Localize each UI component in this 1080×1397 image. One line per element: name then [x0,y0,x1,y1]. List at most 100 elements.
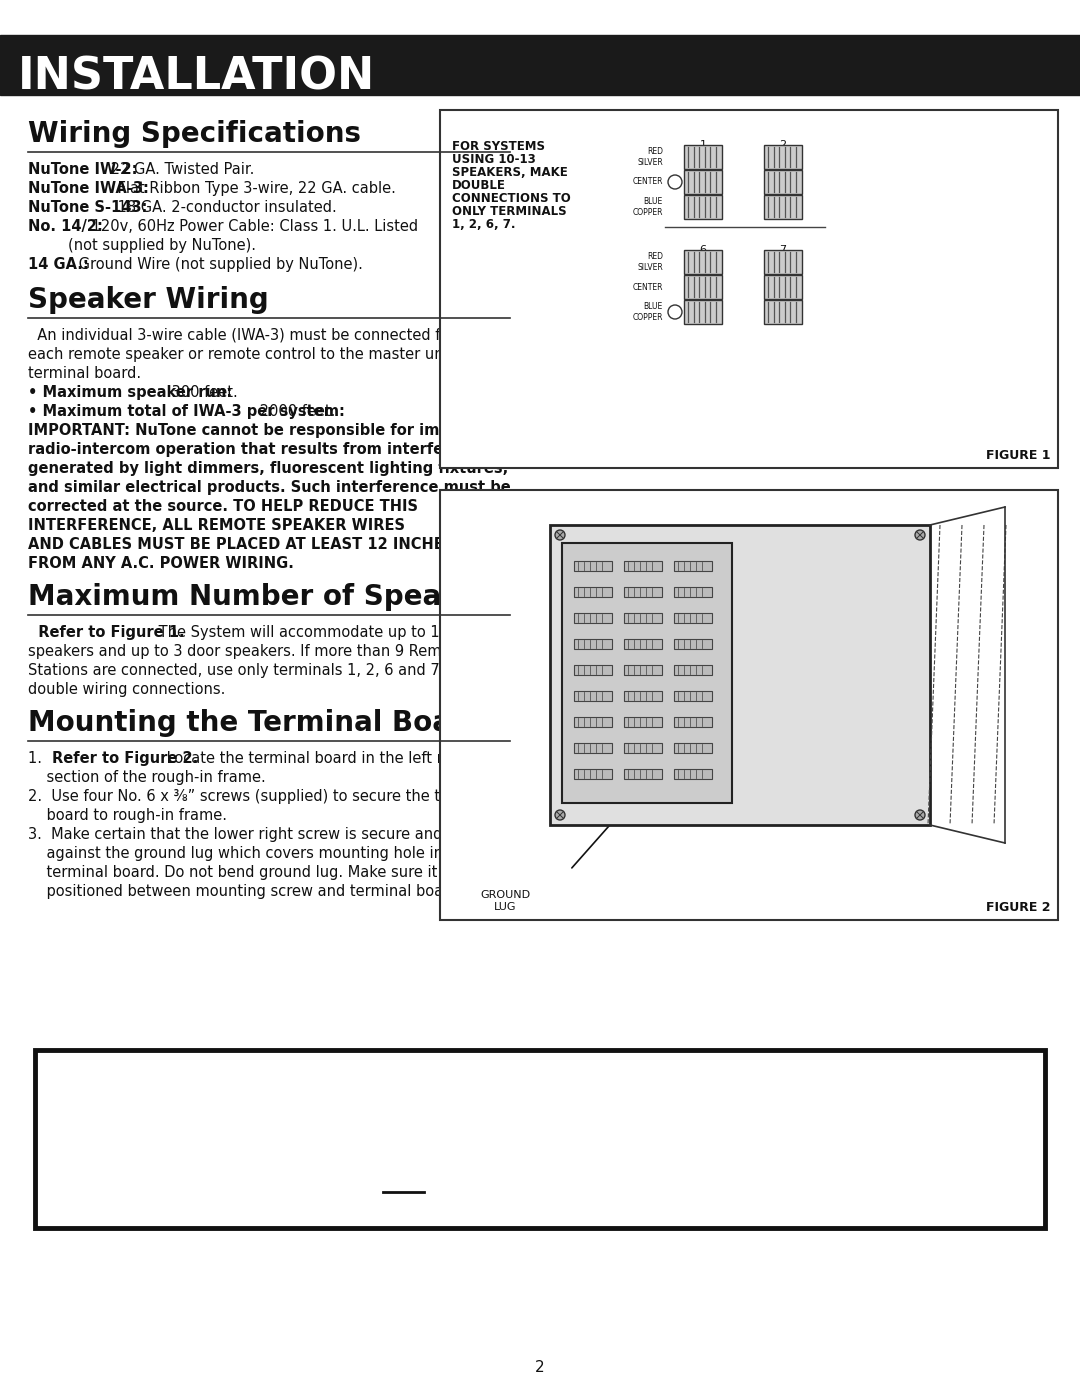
Text: radio-intercom operation that results from interference: radio-intercom operation that results fr… [28,441,489,457]
Text: and similar electrical products. Such interference must be: and similar electrical products. Such in… [28,481,511,495]
Text: An individual 3-wire cable (IWA-3) must be connected from: An individual 3-wire cable (IWA-3) must … [28,328,469,344]
Bar [573,768,612,780]
Text: speakers and up to 3 door speakers. If more than 9 Remote: speakers and up to 3 door speakers. If m… [28,644,465,659]
Text: 1.: 1. [28,752,51,766]
Text: 14 GA.:: 14 GA.: [28,257,89,272]
Text: DO NOT APPLY POWER TO THE SYSTEM: DO NOT APPLY POWER TO THE SYSTEM [205,1130,875,1160]
Text: ALL: ALL [383,1171,446,1199]
Bar [624,692,662,701]
Circle shape [915,529,924,541]
Text: AND CABLES MUST BE PLACED AT LEAST 12 INCHES: AND CABLES MUST BE PLACED AT LEAST 12 IN… [28,536,455,552]
Text: terminal board.: terminal board. [28,366,141,381]
Bar [550,525,930,826]
Bar [764,196,802,219]
Bar [674,587,712,597]
Circle shape [669,175,681,189]
Text: GROUND
LUG: GROUND LUG [480,890,530,912]
Text: FIGURE 2: FIGURE 2 [986,901,1050,914]
Text: against the ground lug which covers mounting hole in: against the ground lug which covers moun… [28,847,443,861]
Text: 2.  Use four No. 6 x ⅜” screws (supplied) to secure the terminal: 2. Use four No. 6 x ⅜” screws (supplied)… [28,789,496,805]
Bar [624,665,662,675]
Text: NuTone IWA-3:: NuTone IWA-3: [28,182,149,196]
Circle shape [555,810,565,820]
Bar [573,665,612,675]
Bar [573,717,612,726]
Text: CONNECTIONS TO: CONNECTIONS TO [453,191,570,205]
Bar [684,275,723,299]
Text: 1, 2, 6, 7.: 1, 2, 6, 7. [453,218,515,231]
Text: FOR SYSTEMS: FOR SYSTEMS [453,140,545,154]
Text: FIGURE 1: FIGURE 1 [986,448,1050,462]
Text: CENTER: CENTER [633,282,663,292]
Text: DOUBLE: DOUBLE [453,179,505,191]
Bar [674,638,712,650]
Bar [764,250,802,274]
Text: 300 feet.: 300 feet. [166,386,238,400]
Text: NuTone S-143:: NuTone S-143: [28,200,147,215]
Text: terminal board. Do not bend ground lug. Make sure it is: terminal board. Do not bend ground lug. … [28,865,454,880]
Text: 7: 7 [780,244,786,256]
Bar [684,300,723,324]
Bar [624,717,662,726]
Text: No. 14/2:: No. 14/2: [28,219,103,235]
Text: The System will accommodate up to 13: The System will accommodate up to 13 [154,624,449,640]
Bar [764,145,802,169]
Text: 22 GA. Twisted Pair.: 22 GA. Twisted Pair. [106,162,255,177]
Text: Refer to Figure 2.: Refer to Figure 2. [52,752,199,766]
Text: USING 10-13: USING 10-13 [453,154,536,166]
Circle shape [915,810,924,820]
Text: each remote speaker or remote control to the master unit’s: each remote speaker or remote control to… [28,346,465,362]
Text: (not supplied by NuTone).: (not supplied by NuTone). [68,237,256,253]
Text: 2000 feet.: 2000 feet. [255,404,335,419]
Bar [573,587,612,597]
Bar [0,35,1080,95]
Text: 18 GA. 2-conductor insulated.: 18 GA. 2-conductor insulated. [112,200,336,215]
Bar [684,170,723,194]
Bar [573,692,612,701]
Bar [573,743,612,753]
Bar [573,613,612,623]
Text: Refer to Figure 1.: Refer to Figure 1. [28,624,185,640]
Text: INTERFERENCE, ALL REMOTE SPEAKER WIRES: INTERFERENCE, ALL REMOTE SPEAKER WIRES [28,518,405,534]
Text: Stations are connected, use only terminals 1, 2, 6 and 7 for: Stations are connected, use only termina… [28,664,464,678]
Bar [440,490,1058,921]
Text: Mounting the Terminal Board: Mounting the Terminal Board [28,710,485,738]
Bar [674,665,712,675]
Text: FROM ANY A.C. POWER WIRING.: FROM ANY A.C. POWER WIRING. [28,556,294,571]
Text: IMPORTANT:: IMPORTANT: [405,1085,675,1123]
Bar [624,768,662,780]
Bar [674,613,712,623]
Text: Flat Ribbon Type 3-wire, 22 GA. cable.: Flat Ribbon Type 3-wire, 22 GA. cable. [112,182,395,196]
Bar [684,196,723,219]
Bar [573,562,612,571]
Text: generated by light dimmers, fluorescent lighting fixtures,: generated by light dimmers, fluorescent … [28,461,509,476]
Text: 2: 2 [780,140,786,149]
Text: UNTIL: UNTIL [301,1171,414,1199]
Text: RED
SILVER: RED SILVER [637,147,663,166]
Bar [674,692,712,701]
Text: section of the rough-in frame.: section of the rough-in frame. [28,770,266,785]
Bar [674,562,712,571]
Circle shape [669,305,681,319]
Bar [35,1051,1045,1228]
Text: corrected at the source. TO HELP REDUCE THIS: corrected at the source. TO HELP REDUCE … [28,499,418,514]
Text: INSTALLATION: INSTALLATION [18,54,375,98]
Text: Locate the terminal board in the left rear: Locate the terminal board in the left re… [162,752,467,766]
Text: BLUE
COPPER: BLUE COPPER [633,302,663,321]
Text: board to rough-in frame.: board to rough-in frame. [28,807,227,823]
Text: 6: 6 [700,244,706,256]
Bar [764,275,802,299]
Text: SPEAKERS, MAKE: SPEAKERS, MAKE [453,166,568,179]
Text: 1: 1 [700,140,706,149]
Text: CENTER: CENTER [633,177,663,187]
Text: Wiring Specifications: Wiring Specifications [28,120,361,148]
Bar [684,145,723,169]
Text: RED
SILVER: RED SILVER [637,253,663,271]
Bar [562,543,732,803]
Bar [624,638,662,650]
Bar [624,613,662,623]
Bar [440,110,1058,468]
Bar [573,638,612,650]
Text: 2: 2 [536,1361,544,1375]
Text: NuTone IW-2:: NuTone IW-2: [28,162,137,177]
